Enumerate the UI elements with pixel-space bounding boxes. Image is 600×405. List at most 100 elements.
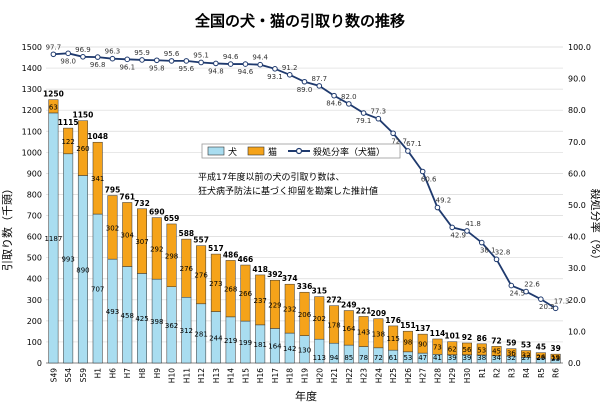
- bar-label-cat: 73: [433, 344, 442, 352]
- rate-label: 94.4: [252, 54, 268, 62]
- y-tick-label: 700: [27, 212, 42, 221]
- bar-label-dog: 425: [135, 315, 148, 323]
- bar-label-cat: 268: [224, 286, 237, 294]
- rate-label: 32.8: [495, 248, 511, 256]
- bar-total-label: 39: [550, 344, 560, 353]
- bar-cat: [92, 141, 103, 215]
- rate-point: [331, 92, 337, 99]
- bar-total-label: 151: [400, 321, 416, 330]
- y-tick-label: 300: [27, 296, 42, 305]
- bar-label-cat: 292: [150, 245, 163, 253]
- legend: 犬 猫 殺処分率（犬猫）: [201, 143, 401, 159]
- bar-total-label: 315: [311, 287, 327, 296]
- rate-point: [316, 83, 323, 89]
- bar-cat: [432, 338, 443, 355]
- bar-cat: [63, 127, 74, 155]
- bar-total-label: 1048: [87, 132, 108, 141]
- x-tick-label: H14: [227, 368, 236, 383]
- rate-label: 95.9: [134, 49, 150, 57]
- bar-label-dog: 85: [344, 354, 353, 362]
- y-tick-label: 200: [27, 317, 42, 326]
- legend-label-dog: 犬: [228, 146, 237, 158]
- bar-label-dog: 39: [463, 354, 472, 362]
- y2-tick-label: 0.0: [568, 359, 581, 368]
- annotation-line-1: 平成17年度以前の犬の引取り数は、: [198, 171, 344, 183]
- rate-point: [493, 256, 500, 263]
- bar-label-cat: 307: [135, 238, 148, 246]
- rate-point: [419, 168, 426, 175]
- bar-label-dog: 72: [374, 354, 383, 362]
- rate-point: [449, 224, 456, 231]
- bar-label-dog: 39: [448, 354, 457, 362]
- y-tick-label: 500: [27, 254, 42, 263]
- x-tick-label: R4: [522, 368, 531, 378]
- bar-label-cat: 138: [372, 330, 385, 338]
- x-tick-label: R6: [552, 368, 561, 378]
- rate-point: [168, 58, 175, 64]
- rate-point: [139, 57, 145, 63]
- rate-label: 95.6: [164, 50, 180, 58]
- y-tick-label: 0: [37, 359, 42, 368]
- bar-cat: [358, 316, 369, 347]
- rate-label: 17.3: [554, 297, 570, 305]
- bar-cat: [550, 353, 561, 360]
- x-tick-label: H25: [389, 368, 398, 383]
- rate-point: [80, 53, 86, 60]
- rate-point: [434, 204, 441, 211]
- y2-tick-label: 80.0: [568, 106, 586, 115]
- bar-label-cat: 122: [61, 138, 74, 146]
- bar-label-dog: 47: [418, 354, 427, 362]
- rate-label: 60.6: [421, 176, 437, 184]
- rate-point: [213, 60, 219, 67]
- bar-cat: [196, 245, 207, 305]
- bar-cat: [77, 120, 88, 176]
- x-tick-label: H28: [433, 368, 442, 383]
- kill-rate-line: 97.7 98.0 96.9 96.8 96.3 96.1 95.9 95.8 95.6 95.6…: [46, 43, 570, 311]
- bar-label-dog: 130: [298, 346, 311, 354]
- bar-label-cat: 341: [91, 175, 104, 183]
- bar-label-dog: 281: [194, 330, 207, 338]
- rate-point: [242, 61, 249, 67]
- bar-cat: [447, 341, 458, 356]
- bar-label-dog: 362: [165, 322, 178, 330]
- x-tick-label: H6: [108, 368, 117, 379]
- bar-label-cat: 232: [283, 306, 296, 314]
- y2-tick-label: 90.0: [568, 75, 586, 84]
- rate-point: [301, 78, 308, 85]
- bar-label-dog: 707: [91, 286, 104, 294]
- bar-total-label: 517: [208, 244, 224, 253]
- rate-point: [153, 57, 160, 64]
- bar-cat: [137, 208, 147, 274]
- legend-label-cat: 猫: [268, 146, 277, 158]
- x-tick-label: H7: [123, 368, 132, 379]
- bar-total-label: 466: [238, 255, 254, 264]
- y-tick-label: 1400: [22, 64, 42, 73]
- bar-total-label: 101: [444, 332, 460, 341]
- bar-total-label: 795: [105, 186, 121, 195]
- bar-label-dog: 493: [106, 308, 119, 316]
- bar-total-label: 690: [149, 208, 165, 217]
- y2-axis-label: 殺処分率（%）: [589, 189, 600, 265]
- bar-total-label: 374: [282, 274, 298, 283]
- rate-point: [257, 61, 263, 68]
- rate-label: 24.5: [510, 290, 526, 298]
- bar-label-dog: 181: [253, 341, 266, 349]
- rate-label: 95.8: [149, 64, 165, 72]
- x-tick-label: H9: [153, 368, 162, 379]
- bar-total-label: 588: [179, 229, 195, 238]
- bar-cat: [388, 325, 399, 351]
- rate-point: [227, 61, 234, 67]
- rate-label: 94.6: [223, 53, 239, 61]
- rate-label: 96.3: [105, 48, 121, 56]
- bar-cat: [225, 260, 236, 318]
- x-tick-label: H18: [286, 368, 295, 383]
- x-tick-label: H21: [330, 368, 339, 383]
- x-tick-label: H1: [94, 368, 103, 379]
- x-tick-label: H15: [241, 368, 250, 383]
- rate-label: 67.1: [406, 140, 422, 148]
- bar-label-cat: 202: [313, 315, 326, 323]
- bar-cat: [521, 350, 532, 358]
- y2-tick-label: 30.0: [568, 264, 586, 273]
- bar-total-label: 86: [477, 334, 487, 343]
- bar-label-dog: 244: [209, 334, 223, 342]
